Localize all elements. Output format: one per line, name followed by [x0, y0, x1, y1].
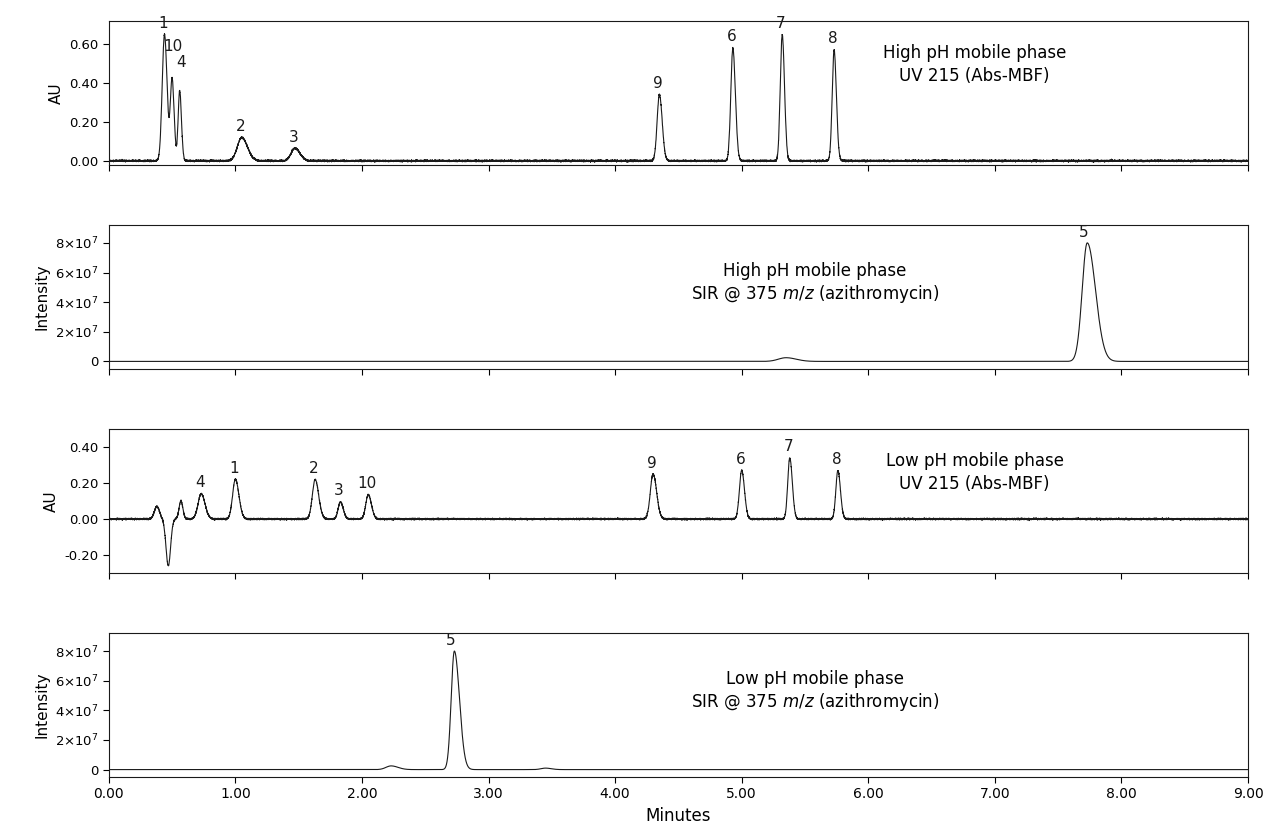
Y-axis label: Intensity: Intensity [35, 672, 49, 738]
Text: 8: 8 [832, 452, 841, 467]
Text: 7: 7 [776, 16, 786, 31]
Text: 10: 10 [357, 476, 376, 491]
Text: 3: 3 [289, 130, 298, 145]
Text: 8: 8 [828, 31, 837, 46]
Y-axis label: AU: AU [44, 491, 59, 512]
Text: 9: 9 [653, 76, 663, 91]
Text: 1: 1 [159, 16, 168, 31]
Text: Low pH mobile phase: Low pH mobile phase [726, 670, 904, 688]
Text: 3: 3 [334, 483, 344, 498]
Text: 5: 5 [445, 633, 456, 648]
X-axis label: Minutes: Minutes [645, 807, 712, 825]
Text: SIR @ 375 $m/z$ (azithromycin): SIR @ 375 $m/z$ (azithromycin) [691, 283, 940, 305]
Text: UV 215 (Abs-MBF): UV 215 (Abs-MBF) [900, 475, 1050, 493]
Text: 2: 2 [308, 461, 319, 476]
Text: High pH mobile phase: High pH mobile phase [723, 262, 906, 280]
Text: SIR @ 375 $m/z$ (azithromycin): SIR @ 375 $m/z$ (azithromycin) [691, 691, 940, 713]
Text: 4: 4 [195, 475, 205, 491]
Text: 6: 6 [736, 452, 745, 467]
Text: UV 215 (Abs-MBF): UV 215 (Abs-MBF) [900, 66, 1050, 85]
Text: 10: 10 [164, 39, 183, 54]
Text: 4: 4 [177, 55, 186, 70]
Text: 1: 1 [229, 461, 239, 476]
Text: Low pH mobile phase: Low pH mobile phase [886, 452, 1064, 470]
Y-axis label: AU: AU [49, 82, 64, 103]
Text: 6: 6 [727, 29, 736, 45]
Text: 5: 5 [1079, 225, 1088, 240]
Text: 7: 7 [783, 439, 794, 454]
Y-axis label: Intensity: Intensity [35, 264, 49, 330]
Text: 9: 9 [646, 455, 657, 470]
Text: 2: 2 [236, 118, 246, 134]
Text: High pH mobile phase: High pH mobile phase [883, 44, 1066, 61]
